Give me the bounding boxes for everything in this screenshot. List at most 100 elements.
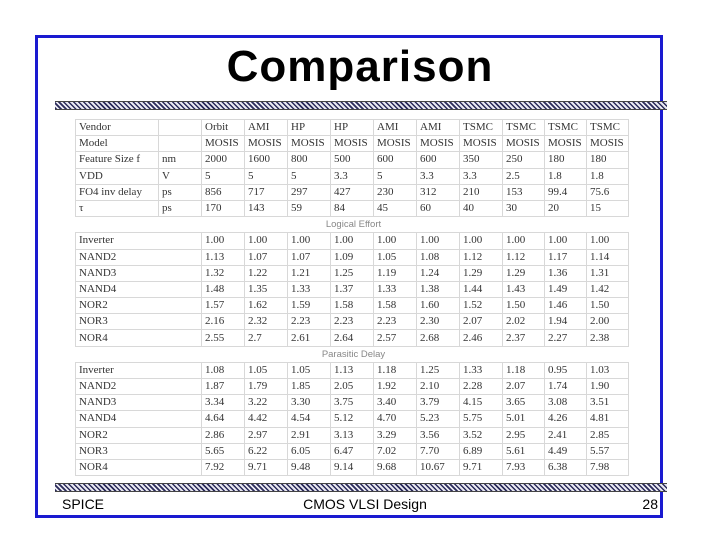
table-cell: 4.54: [287, 410, 331, 428]
table-cell: MOSIS: [373, 135, 417, 153]
table-cell: 1.18: [502, 361, 545, 380]
table-cell: 1.87: [201, 377, 245, 396]
table-cell: 3.3: [330, 167, 374, 185]
table-cell: 2.02: [502, 313, 545, 331]
table-cell: 9.71: [459, 458, 503, 477]
table-cell: 2.28: [459, 377, 503, 396]
table-cell: 2000: [201, 151, 245, 169]
page-number: 28: [642, 496, 658, 512]
table-cell: 9.68: [373, 458, 417, 477]
table-cell: 2.23: [373, 313, 417, 331]
table-cell: 2.97: [244, 426, 288, 444]
table-cell: 1.38: [416, 280, 460, 299]
table-cell: AMI: [416, 118, 460, 137]
table-cell: TSMC: [544, 118, 587, 137]
table-cell: 5.75: [459, 410, 503, 428]
table-cell: 1.05: [373, 248, 417, 266]
table-cell: 3.40: [373, 394, 417, 412]
table-cell: 99.4: [544, 183, 587, 201]
table-cell: HP: [330, 118, 374, 137]
table-cell: 1.07: [287, 248, 331, 266]
table-cell: 3.3: [459, 167, 503, 185]
table-cell: 3.34: [201, 394, 245, 412]
table-cell: [158, 118, 202, 137]
table-cell: 600: [373, 151, 417, 169]
table-cell: 2.07: [459, 313, 503, 331]
table-cell: 3.30: [287, 394, 331, 412]
table-row: Feature Size f nm 2000 1600 800 500 600 600 350 2…: [75, 151, 629, 169]
table-cell: 1.05: [244, 361, 288, 380]
table-cell: MOSIS: [287, 135, 331, 153]
table-cell: 1.00: [287, 232, 331, 250]
table-row: Inverter 1.08 1.05 1.05 1.13 1.18 1.25 1.33 1.18…: [75, 361, 629, 380]
table-cell: ps: [158, 183, 202, 201]
table-cell: 427: [330, 183, 374, 201]
table-cell: 1.00: [330, 232, 374, 250]
table-cell: 6.89: [459, 442, 503, 460]
table-cell: 7.98: [586, 458, 629, 477]
table-cell: 2.5: [502, 167, 545, 185]
table-cell: 1.90: [586, 377, 629, 396]
table-cell: 5: [373, 167, 417, 185]
table-cell: Orbit: [201, 118, 245, 137]
gate-label: NOR3: [75, 442, 202, 460]
row-label: FO4 inv delay: [75, 183, 159, 201]
table-cell: 60: [416, 199, 460, 218]
section-header-row: Parasitic Delay: [75, 345, 629, 363]
table-cell: 1.58: [330, 297, 374, 315]
table-cell: MOSIS: [586, 135, 629, 153]
table-cell: 2.95: [502, 426, 545, 444]
table-cell: 1.46: [544, 297, 587, 315]
table-cell: 6.22: [244, 442, 288, 460]
gate-label: NOR4: [75, 329, 202, 347]
table-cell: 3.75: [330, 394, 374, 412]
table-cell: 600: [416, 151, 460, 169]
table-cell: 9.71: [244, 458, 288, 477]
table-cell: 7.70: [416, 442, 460, 460]
table-cell: 5: [201, 167, 245, 185]
table-cell: 2.41: [544, 426, 587, 444]
table-cell: 1.12: [502, 248, 545, 266]
table-cell: 1.12: [459, 248, 503, 266]
row-label: Model: [75, 135, 159, 153]
table-row: τ ps 170 143 59 84 45 60 40 30 20 15: [75, 199, 629, 218]
table-cell: 153: [502, 183, 545, 201]
table-cell: 1.50: [586, 297, 629, 315]
table-cell: 2.68: [416, 329, 460, 347]
table-cell: 0.95: [544, 361, 587, 380]
table-cell: 312: [416, 183, 460, 201]
table-cell: 5.61: [502, 442, 545, 460]
row-label: VDD: [75, 167, 159, 185]
table-cell: 1.24: [416, 264, 460, 282]
table-cell: 350: [459, 151, 503, 169]
table-cell: 75.6: [586, 183, 629, 201]
table-cell: MOSIS: [502, 135, 545, 153]
table-cell: 2.00: [586, 313, 629, 331]
table-cell: 143: [244, 199, 288, 218]
table-cell: 2.38: [586, 329, 629, 347]
table-row: NAND3 3.34 3.22 3.30 3.75 3.40 3.79 4.15 3.65 3.0…: [75, 394, 629, 412]
table-cell: TSMC: [586, 118, 629, 137]
table-cell: 1.60: [416, 297, 460, 315]
row-label: τ: [75, 199, 159, 218]
table-cell: 2.30: [416, 313, 460, 331]
table-cell: 717: [244, 183, 288, 201]
table-cell: 1.85: [287, 377, 331, 396]
table-cell: 3.51: [586, 394, 629, 412]
table-cell: 1.00: [244, 232, 288, 250]
table-cell: 1.00: [544, 232, 587, 250]
table-cell: 10.67: [416, 458, 460, 477]
table-cell: 1.29: [502, 264, 545, 282]
table-cell: 2.10: [416, 377, 460, 396]
table-cell: 7.02: [373, 442, 417, 460]
table-cell: MOSIS: [330, 135, 374, 153]
table-cell: 3.08: [544, 394, 587, 412]
table-cell: 1.52: [459, 297, 503, 315]
table-cell: 4.70: [373, 410, 417, 428]
table-cell: 15: [586, 199, 629, 218]
table-cell: AMI: [373, 118, 417, 137]
table-row: Model MOSIS MOSIS MOSIS MOSIS MOSIS MOSIS MOSIS…: [75, 135, 629, 153]
table-cell: 1.33: [459, 361, 503, 380]
gate-label: NOR2: [75, 426, 202, 444]
table-cell: 2.61: [287, 329, 331, 347]
